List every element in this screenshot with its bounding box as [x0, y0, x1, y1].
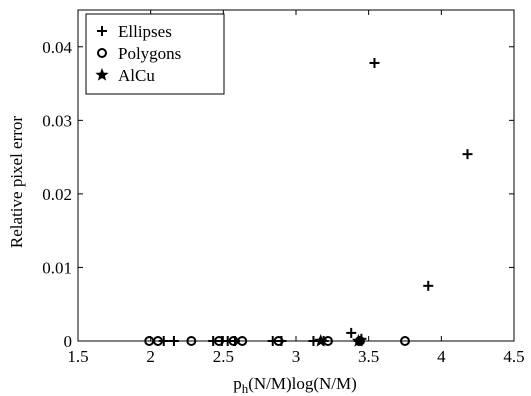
x-axis-label: ph(N/M)log(N/M): [233, 374, 357, 396]
x-tick-label: 4: [437, 347, 446, 366]
y-tick-label: 0.03: [42, 111, 72, 130]
data-point-alcu: [351, 334, 366, 347]
data-point-polygons: [400, 336, 410, 346]
data-point-ellipses: [158, 336, 169, 346]
y-tick-label: 0.02: [42, 185, 72, 204]
y-tick-label: 0.01: [42, 258, 72, 277]
legend-marker-ellipses: [97, 26, 107, 36]
data-point-ellipses: [423, 280, 434, 291]
x-axis-label-subscript: h: [242, 381, 249, 396]
legend-label-polygons: Polygons: [118, 44, 181, 63]
legend-marker-polygons: [97, 48, 107, 58]
data-point-ellipses: [208, 336, 219, 346]
x-tick-label: 3: [292, 347, 301, 366]
x-tick-label: 3.5: [358, 347, 379, 366]
data-point-polygons: [237, 336, 248, 346]
data-point-alcu: [314, 334, 328, 347]
y-axis-label: Relative pixel error: [7, 116, 26, 249]
data-marks: [144, 57, 473, 347]
legend-label-alcu: AlCu: [118, 66, 155, 85]
data-point-polygons: [213, 336, 224, 346]
data-point-polygons: [152, 336, 163, 346]
x-axis-label-rest: (N/M)log(N/M): [248, 374, 357, 393]
x-axis-label-main: p: [233, 374, 242, 393]
x-tick-label: 1.5: [67, 347, 88, 366]
data-point-ellipses: [462, 149, 473, 160]
data-point-polygons: [273, 336, 284, 346]
x-tick-label: 2.5: [213, 347, 234, 366]
axis-ticks: 1.5 2 2.5 3 3.5 4 4.5 0 0.01 0.02 0.03 0.04: [42, 10, 525, 366]
y-tick-label: 0.04: [42, 38, 72, 57]
y-tick-label: 0: [64, 332, 73, 351]
data-point-ellipses: [168, 336, 179, 346]
legend-marker-alcu: [95, 68, 109, 81]
legend-label-ellipses: Ellipses: [118, 22, 172, 41]
legend: Ellipses Polygons AlCu: [85, 13, 225, 95]
legend-box: [85, 13, 225, 95]
data-point-ellipses: [267, 336, 278, 346]
data-point-ellipses: [369, 57, 380, 68]
x-tick-label: 4.5: [503, 347, 524, 366]
data-point-ellipses: [346, 327, 357, 338]
data-point-polygons: [186, 336, 197, 346]
x-tick-label: 2: [146, 347, 155, 366]
